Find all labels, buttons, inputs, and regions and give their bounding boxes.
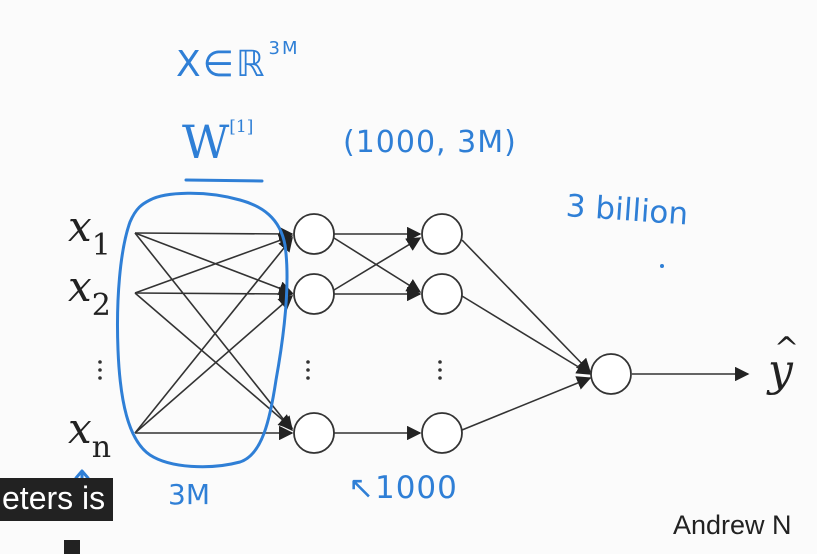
h2-node-2 — [421, 273, 463, 315]
h2-node-1 — [421, 213, 463, 255]
h1-node-1 — [293, 213, 335, 255]
edges-h1-to-h2 — [333, 226, 422, 441]
author-credit: Andrew N — [673, 510, 792, 540]
annotation-bottom: 3M — [168, 478, 210, 511]
h2-node-n — [421, 412, 463, 454]
edges-input-to-h1 — [134, 226, 294, 441]
subtitle-caption-fragment — [64, 540, 80, 554]
input-label-xn: xn — [68, 404, 112, 465]
annotation-units: ↖1000 — [348, 470, 458, 506]
h1-node-2 — [293, 273, 335, 315]
annotation-dims: (1000, 3M) — [343, 125, 517, 160]
output-node — [590, 353, 632, 395]
h1-node-n — [293, 412, 335, 454]
annotation-w1: W[1] — [182, 115, 254, 169]
hidden-layer-1 — [293, 213, 335, 454]
input-label-x1: x1 — [68, 202, 111, 263]
input-label-x2: x2 — [68, 262, 111, 323]
weights-loop — [116, 191, 289, 469]
annotation-x-in-r: X∈ℝ 3M — [176, 38, 300, 85]
edges-h2-to-output — [461, 239, 750, 431]
hidden-layer-2 — [421, 213, 463, 454]
ellipsis-dots — [98, 360, 442, 380]
subtitle-caption: eters is — [0, 478, 114, 521]
output-label-yhat: ^ y — [768, 331, 800, 396]
